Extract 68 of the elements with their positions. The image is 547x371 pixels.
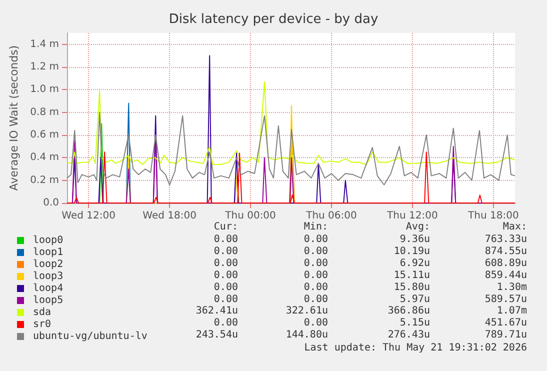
legend-label: loop1: [33, 247, 64, 258]
text: 0.00: [214, 318, 238, 329]
text: 0.00: [214, 294, 238, 305]
text: 5.15u: [400, 318, 430, 329]
text: 763.33u: [484, 234, 527, 245]
text: 15.80u: [394, 282, 430, 293]
line-series: [66, 112, 516, 186]
text: 859.44u: [484, 270, 527, 281]
chart-title: Disk latency per device - by day: [168, 12, 378, 27]
text: Cur:: [214, 222, 238, 232]
x-tick-label: Thu 00:00: [224, 210, 276, 222]
text: 366.86u: [388, 306, 430, 317]
text: 0.00: [304, 246, 328, 257]
text: 608.89u: [484, 258, 527, 269]
legend-label: loop4: [33, 283, 64, 294]
text: 589.57u: [484, 294, 527, 305]
text: 0.00: [214, 234, 238, 245]
text: 5.97u: [400, 294, 430, 305]
y-tick-label: 0.6 m: [30, 130, 59, 140]
text: 0.00: [214, 282, 238, 293]
text: 10.19u: [394, 246, 430, 257]
y-tick-label: 1.2 m: [30, 62, 59, 72]
y-axis-title: Average IO Wait (seconds): [7, 45, 20, 191]
legend-label: sda: [33, 307, 52, 318]
text: 0.00: [214, 258, 238, 269]
y-tick-label: 1.4 m: [30, 38, 59, 50]
text: 276.43u: [388, 330, 430, 341]
legend-label: loop2: [33, 259, 64, 270]
text: 6.92u: [400, 258, 430, 269]
legend-label: sr0: [33, 319, 52, 330]
x-tick-label: Thu 18:00: [467, 210, 519, 222]
text: 322.61u: [286, 306, 328, 317]
text: 451.67u: [484, 318, 527, 329]
legend-label: loop0: [33, 235, 64, 246]
y-tick-label: 1.0 m: [30, 84, 59, 96]
text: Min:: [304, 222, 328, 232]
text: 362.41u: [196, 306, 238, 317]
text: Max:: [502, 222, 527, 232]
text: 0.00: [304, 270, 328, 281]
text: 0.00: [304, 282, 328, 293]
y-tick-label: 0.0: [43, 198, 59, 208]
y-tick-label: 0.8 m: [30, 106, 59, 118]
text: 243.54u: [196, 330, 238, 341]
text: 0.00: [304, 294, 328, 305]
text: 1.07m: [496, 306, 527, 317]
x-tick-label: Wed 18:00: [142, 210, 196, 222]
text: 0.00: [214, 246, 238, 257]
x-tick-label: Wed 12:00: [62, 210, 116, 222]
x-tick-label: Thu 12:00: [386, 210, 438, 222]
text: 0.00: [304, 258, 328, 269]
text: 15.11u: [394, 270, 430, 281]
line-series: [66, 81, 516, 165]
text: 874.55u: [484, 246, 527, 257]
text: 9.36u: [400, 234, 430, 245]
text: Avg:: [406, 222, 430, 232]
y-tick-label: 0.4 m: [30, 152, 59, 164]
legend-label: loop5: [33, 295, 64, 306]
legend-label: ubuntu-vg/ubuntu-lv: [33, 331, 148, 342]
text: 0.00: [304, 234, 328, 245]
text: 144.80u: [286, 330, 328, 341]
text: 1.30m: [496, 282, 527, 293]
x-tick-label: Thu 06:00: [305, 210, 357, 222]
legend-label: loop3: [33, 271, 64, 282]
text: 0.00: [304, 318, 328, 329]
text: 0.00: [214, 270, 238, 281]
y-tick-label: 0.2 m: [30, 174, 59, 186]
text: 789.71u: [484, 330, 527, 341]
text: Last update: Thu May 21 19:31:02 2026: [304, 342, 527, 354]
